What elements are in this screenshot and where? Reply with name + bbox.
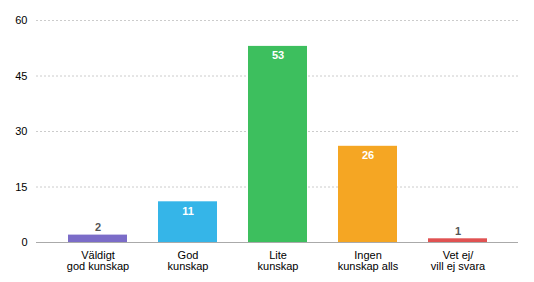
svg-text:Ingenkunskap alls: Ingenkunskap alls [338, 249, 399, 272]
svg-text:Litekunskap: Litekunskap [258, 249, 299, 272]
svg-text:1: 1 [455, 225, 461, 237]
svg-text:Vet ej/vill ej svara: Vet ej/vill ej svara [431, 249, 486, 272]
svg-text:53: 53 [272, 49, 284, 61]
svg-text:Väldigtgod kunskap: Väldigtgod kunskap [67, 249, 129, 272]
svg-text:26: 26 [362, 149, 374, 161]
svg-text:30: 30 [15, 125, 27, 137]
svg-text:11: 11 [182, 205, 194, 217]
svg-text:Godkunskap: Godkunskap [168, 249, 209, 272]
svg-text:15: 15 [15, 181, 27, 193]
svg-text:45: 45 [15, 70, 27, 82]
svg-text:0: 0 [21, 236, 27, 248]
svg-text:60: 60 [15, 14, 27, 26]
svg-text:2: 2 [95, 221, 101, 233]
